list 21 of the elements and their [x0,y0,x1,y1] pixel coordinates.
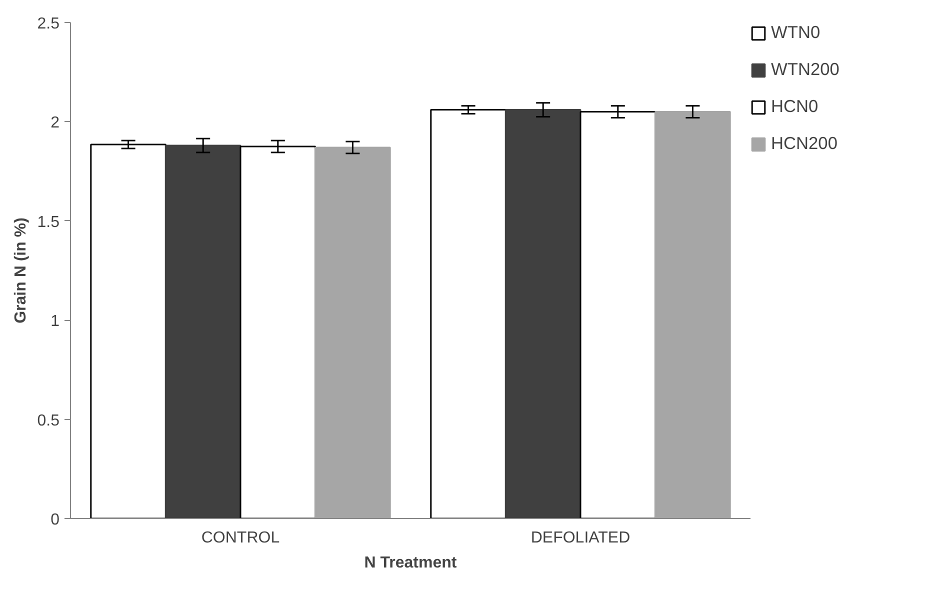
x-axis-title: N Treatment [364,554,458,572]
legend-label: WTN0 [771,22,822,43]
y-tick-label: 1.5 [37,214,60,231]
bar [504,109,582,518]
y-tick-label: 2 [50,114,60,132]
y-tick-label: 2.5 [37,16,60,32]
bar [164,144,242,518]
legend-label: HCN200 [771,133,838,154]
bar [314,146,391,518]
bar [654,111,731,518]
bar [240,146,316,518]
legend-label: WTN200 [771,59,840,80]
legend-label: HCN0 [771,96,820,117]
y-tick-label: 1 [50,313,60,330]
y-tick-label: 0 [50,512,60,528]
x-tick-label: DEFOLIATED [530,530,630,546]
y-tick-label: 0.5 [37,412,60,430]
bar [90,144,166,518]
bar [430,109,506,518]
x-tick-label: CONTROL [201,530,280,546]
y-axis-title: Grain N (in %) [12,218,30,324]
